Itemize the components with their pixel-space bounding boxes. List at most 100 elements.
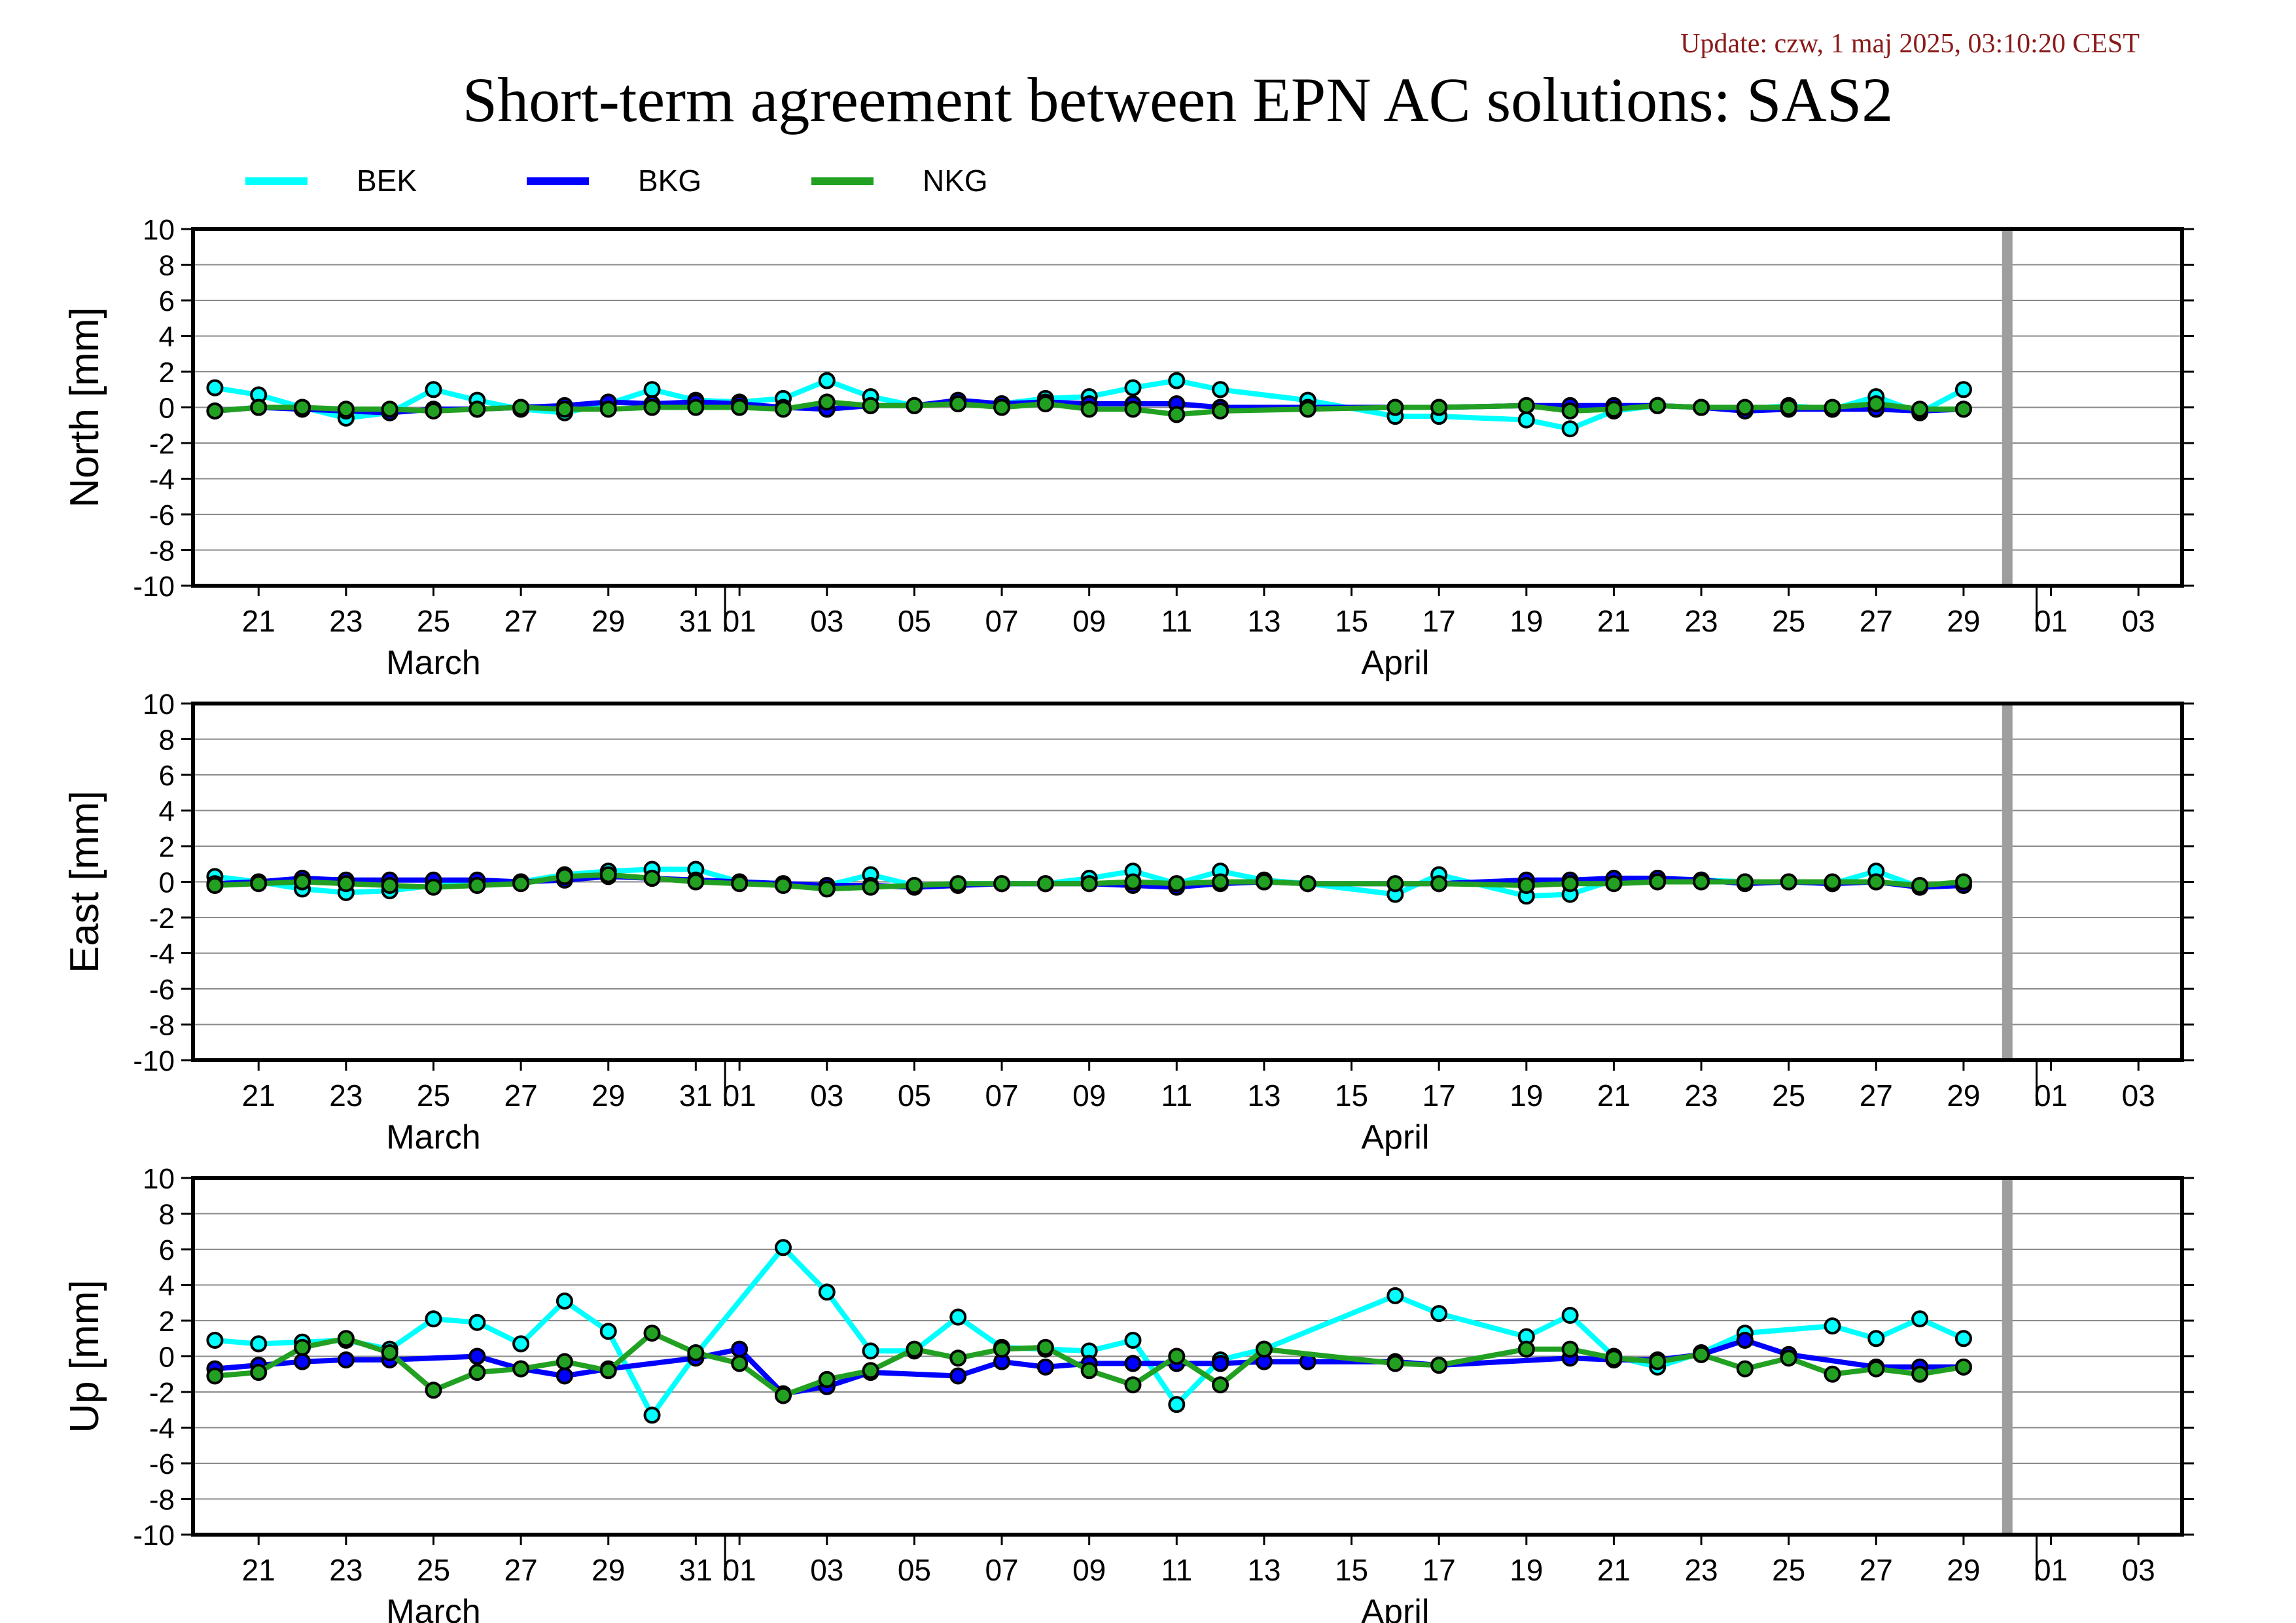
data-point-bkg (294, 1353, 311, 1370)
data-point-nkg (1824, 1365, 1841, 1383)
data-point-nkg (1649, 397, 1667, 414)
update-timestamp: Update: czw, 1 maj 2025, 03:10:20 CEST (1680, 29, 2140, 59)
data-point-bek (949, 1308, 967, 1326)
data-point-bek (1168, 1396, 1186, 1414)
y-tick-label: -10 (133, 571, 175, 603)
data-point-nkg (1605, 1349, 1623, 1367)
x-tick-label: 11 (1161, 1553, 1192, 1587)
data-point-nkg (206, 1367, 224, 1385)
data-point-nkg (1036, 1338, 1054, 1356)
x-tick-label: 27 (504, 1553, 538, 1587)
data-point-bek (643, 381, 661, 399)
data-point-nkg (1605, 401, 1623, 418)
series-line-bek (215, 1245, 1965, 1418)
y-tick-label: 0 (159, 393, 175, 425)
y-tick-label: -2 (149, 902, 175, 935)
data-point-bek (1168, 372, 1186, 389)
x-tick-label: 21 (242, 604, 275, 638)
x-tick-label: 21 (1597, 1079, 1631, 1113)
data-point-nkg (381, 1344, 398, 1362)
month-label: April (1361, 644, 1429, 682)
data-point-nkg (1780, 399, 1797, 416)
data-point-nkg (381, 876, 398, 894)
data-point-nkg (731, 875, 749, 893)
data-point-nkg (949, 875, 967, 893)
x-tick-label: 15 (1335, 604, 1368, 638)
y-tick-label: -10 (133, 1520, 175, 1552)
x-tick-label: 17 (1422, 1079, 1456, 1113)
x-tick-label: 03 (2122, 1079, 2155, 1113)
data-point-nkg (1386, 875, 1404, 893)
data-point-nkg (1299, 875, 1316, 893)
data-point-bek (1954, 1330, 1972, 1347)
data-point-bkg (949, 1367, 967, 1385)
x-tick-label: 09 (1072, 1553, 1106, 1587)
x-tick-label: 17 (1422, 1553, 1456, 1587)
data-point-nkg (1124, 401, 1142, 418)
x-tick-label: 27 (1860, 1553, 1893, 1587)
y-tick-label: -4 (149, 938, 175, 971)
data-point-bek (774, 1239, 792, 1257)
data-point-nkg (1911, 1365, 1929, 1383)
data-point-nkg (862, 397, 879, 414)
data-point-nkg (1736, 1360, 1754, 1378)
data-point-nkg (1736, 399, 1754, 416)
x-tick-label: 19 (1510, 1553, 1543, 1587)
data-point-nkg (1080, 401, 1098, 418)
data-point-nkg (949, 1349, 967, 1367)
data-point-nkg (337, 875, 355, 893)
series-bek (206, 1239, 1972, 1424)
data-point-bkg (1736, 1331, 1754, 1349)
data-point-nkg (1080, 1362, 1098, 1380)
series-nkg (206, 1325, 1972, 1404)
data-point-nkg (906, 397, 923, 414)
data-point-bek (1824, 1317, 1841, 1335)
y-tick-label: -2 (149, 1377, 175, 1409)
x-tick-label: 29 (592, 1079, 625, 1113)
x-tick-label: 15 (1335, 1079, 1368, 1113)
x-tick-label: 23 (1684, 604, 1718, 638)
y-tick-label: 0 (159, 867, 175, 899)
data-point-nkg (206, 876, 224, 894)
y-tick-label: 4 (159, 796, 175, 828)
y-tick-label: -8 (149, 1010, 175, 1042)
y-tick-label: 10 (143, 1163, 175, 1195)
data-point-nkg (294, 873, 311, 891)
x-tick-label: 31 (679, 1079, 713, 1113)
data-point-bek (818, 1283, 836, 1301)
data-point-nkg (512, 875, 530, 893)
x-tick-label: 25 (1772, 1553, 1805, 1587)
y-tick-label: -2 (149, 428, 175, 460)
x-tick-label: 01 (2034, 1079, 2068, 1113)
data-point-bek (468, 1313, 486, 1331)
data-point-nkg (206, 402, 224, 419)
y-tick-label: 2 (159, 1306, 175, 1338)
x-tick-label: 05 (898, 1079, 931, 1113)
data-point-nkg (1561, 875, 1579, 893)
x-tick-label: 05 (898, 1553, 931, 1587)
data-point-nkg (818, 1370, 836, 1388)
data-point-bek (1212, 381, 1229, 399)
data-point-nkg (1824, 873, 1841, 891)
data-point-nkg (1255, 1340, 1273, 1358)
data-point-nkg (1168, 875, 1186, 893)
x-tick-label: 29 (592, 604, 625, 638)
x-tick-label: 29 (592, 1553, 625, 1587)
x-tick-label: 25 (417, 1553, 450, 1587)
x-tick-label: 25 (417, 1079, 450, 1113)
y-axis-label: East [mm] (62, 791, 107, 973)
data-point-nkg (774, 1387, 792, 1404)
data-point-nkg (949, 395, 967, 413)
series-nkg (206, 393, 1972, 423)
month-label: April (1361, 1118, 1429, 1156)
x-tick-label: 05 (898, 604, 931, 638)
data-point-nkg (1517, 876, 1535, 894)
panel-up: 10 86 4 2 0-2 -4-6 -8 -10 21 23 25 27 29 31 01 03 05 07 09… (62, 1163, 2194, 1623)
data-point-bek (1561, 1306, 1579, 1324)
data-point-nkg (1517, 1340, 1535, 1358)
x-tick-label: 01 (723, 1079, 756, 1113)
data-point-nkg (1255, 873, 1273, 891)
data-point-nkg (643, 870, 661, 887)
